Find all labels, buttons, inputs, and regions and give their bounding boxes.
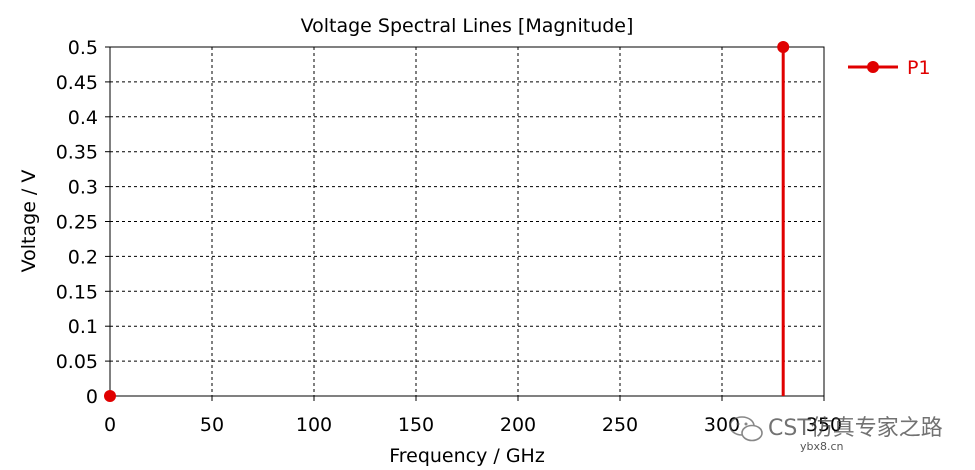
y-tick-label: 0.35 bbox=[56, 142, 98, 164]
x-tick-label: 100 bbox=[296, 414, 332, 436]
data-point bbox=[777, 41, 790, 53]
y-tick-label: 0.05 bbox=[56, 351, 98, 373]
wechat-icon bbox=[729, 416, 763, 442]
y-tick-label: 0 bbox=[86, 386, 98, 408]
legend-marker bbox=[867, 61, 879, 73]
y-tick-label: 0.15 bbox=[56, 281, 98, 303]
grid bbox=[110, 47, 824, 396]
y-tick-label: 0.2 bbox=[68, 246, 98, 268]
y-tick-label: 0.4 bbox=[68, 107, 98, 129]
legend: P1 bbox=[848, 57, 931, 79]
y-axis-label: Voltage / V bbox=[18, 170, 40, 273]
watermark-url: ybx8.cn bbox=[800, 440, 844, 453]
x-tick-label: 250 bbox=[602, 414, 638, 436]
y-tick-label: 0.25 bbox=[56, 212, 98, 234]
x-axis-label: Frequency / GHz bbox=[389, 445, 545, 467]
y-tick-label: 0.3 bbox=[68, 177, 98, 199]
x-tick-label: 150 bbox=[398, 414, 434, 436]
watermark: CST仿真专家之路 ybx8.cn bbox=[729, 416, 943, 453]
x-tick-label: 350 bbox=[806, 414, 842, 436]
y-tick-label: 0.45 bbox=[56, 72, 98, 94]
y-tick-label: 0.5 bbox=[68, 37, 98, 59]
data-point bbox=[104, 390, 116, 402]
chart-title: Voltage Spectral Lines [Magnitude] bbox=[301, 15, 634, 37]
x-tick-label: 200 bbox=[500, 414, 536, 436]
y-axis-ticks: 0 0.05 0.1 0.15 0.2 0.25 0.3 0.35 0.4 0.45 0.5 bbox=[56, 37, 110, 408]
legend-label: P1 bbox=[907, 57, 931, 79]
watermark-text: CST仿真专家之路 bbox=[768, 416, 943, 441]
x-tick-label: 0 bbox=[104, 414, 116, 436]
x-tick-label: 50 bbox=[200, 414, 224, 436]
y-tick-label: 0.1 bbox=[68, 316, 98, 338]
series-layer bbox=[104, 41, 790, 402]
